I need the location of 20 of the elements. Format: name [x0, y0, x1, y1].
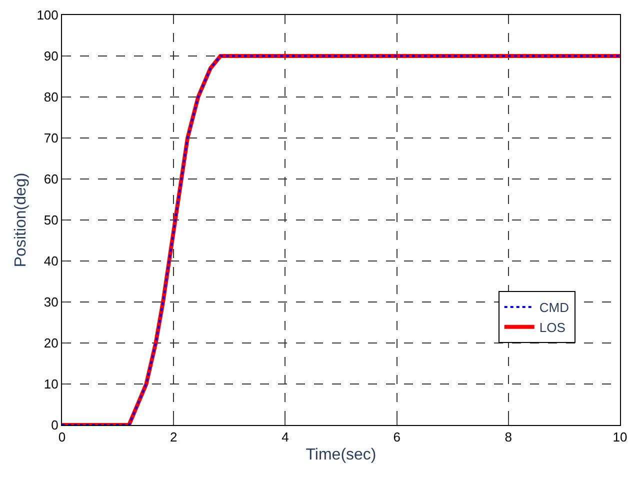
x-tick-label: 2: [170, 430, 178, 445]
x-tick-label: 4: [282, 430, 289, 445]
y-tick-label: 50: [44, 212, 58, 228]
y-tick-label: 90: [44, 48, 58, 64]
y-tick-label: 70: [44, 130, 58, 146]
x-axis-title: Time(sec): [306, 446, 376, 464]
y-tick-label: 0: [51, 418, 58, 433]
y-tick-label: 40: [44, 254, 58, 269]
y-tick-label: 30: [44, 294, 58, 310]
x-tick-label: 6: [393, 430, 400, 445]
x-tick-label: 8: [504, 430, 512, 445]
y-tick-label: 10: [44, 376, 58, 392]
y-axis-title: Position(deg): [12, 172, 30, 268]
y-tick-label: 20: [44, 336, 58, 351]
y-tick-label: 80: [44, 90, 58, 105]
legend-label: CMD: [539, 300, 569, 316]
y-tick-label: 100: [36, 8, 58, 23]
x-tick-label: 10: [612, 430, 628, 445]
legend-label: LOS: [539, 320, 566, 335]
y-tick-label: 60: [44, 172, 58, 187]
